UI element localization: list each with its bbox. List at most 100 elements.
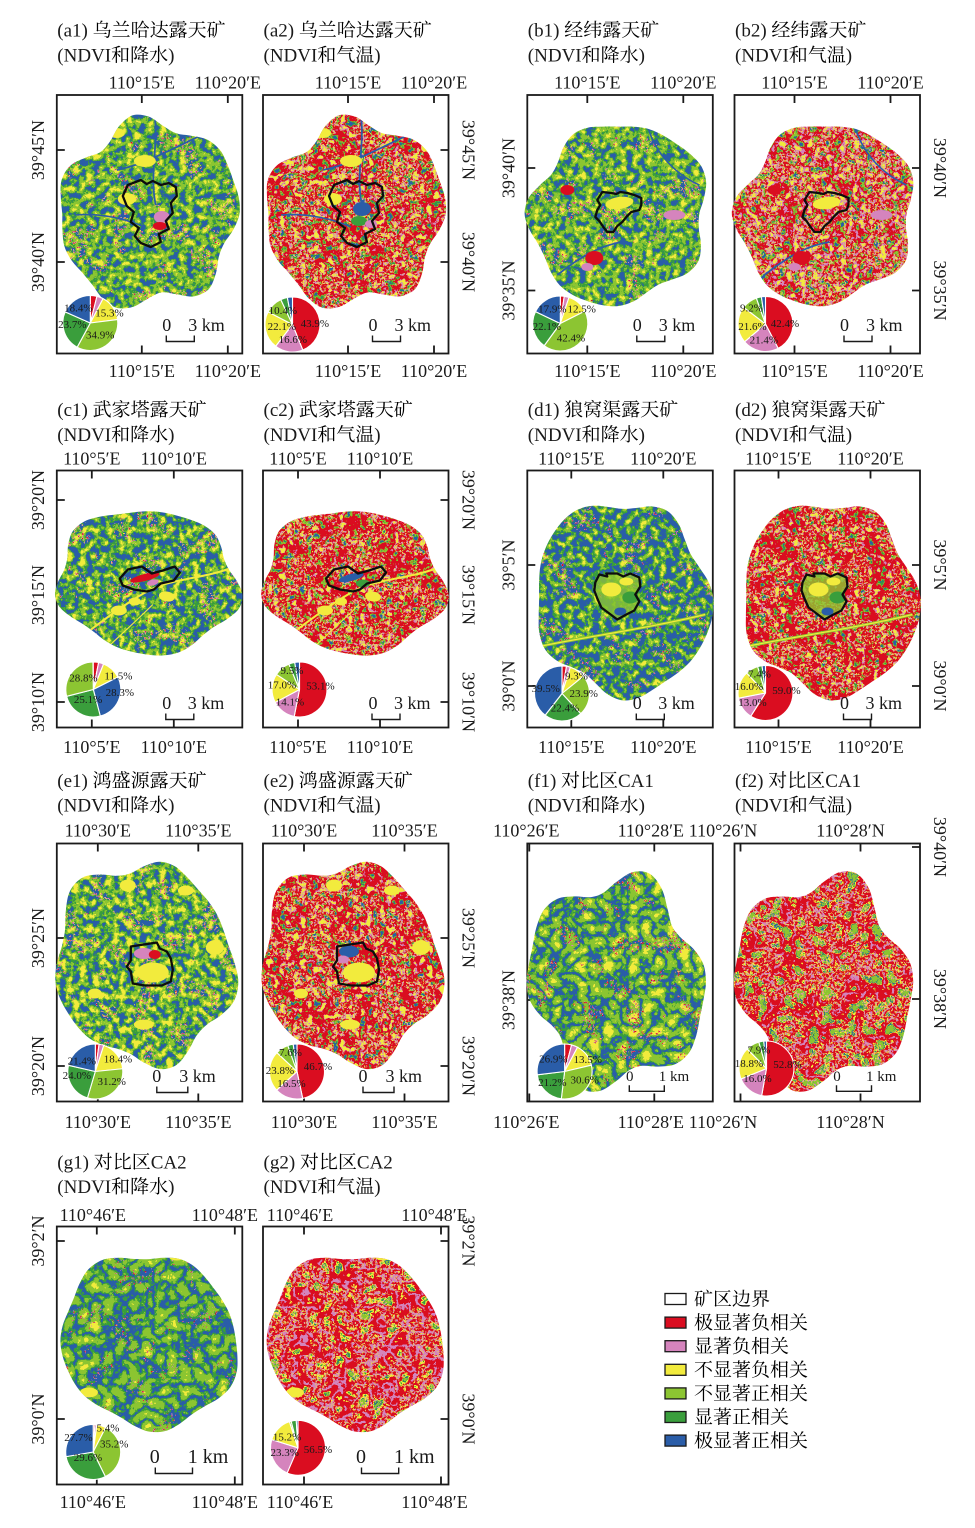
svg-text:110°30′E: 110°30′E (65, 1112, 131, 1132)
svg-text:110°48′E: 110°48′E (401, 1492, 467, 1512)
svg-text:18.4%: 18.4% (64, 302, 92, 314)
svg-text:3 km: 3 km (394, 693, 431, 713)
svg-text:(c1): (c1) (57, 400, 88, 421)
svg-text:110°5′E: 110°5′E (269, 737, 326, 757)
svg-text:26.9%: 26.9% (539, 1054, 567, 1066)
svg-text:110°20′E: 110°20′E (401, 361, 467, 381)
svg-text:24.0%: 24.0% (63, 1070, 91, 1082)
svg-text:110°20′E: 110°20′E (650, 73, 716, 93)
svg-text:7.4%: 7.4% (748, 669, 771, 681)
svg-text:0: 0 (152, 1066, 161, 1086)
svg-text:18.8%: 18.8% (735, 1058, 763, 1070)
svg-text:(NDVI: (NDVI (57, 425, 111, 446)
svg-text:110°20′E: 110°20′E (630, 737, 696, 757)
svg-text:52.8%: 52.8% (773, 1059, 801, 1071)
svg-text:42.4%: 42.4% (771, 318, 799, 330)
svg-text:16.0%: 16.0% (735, 681, 763, 693)
svg-text:22.1%: 22.1% (268, 321, 296, 333)
svg-text:0: 0 (150, 1446, 160, 1468)
svg-text:110°15′E: 110°15′E (761, 361, 827, 381)
svg-text:7.9%: 7.9% (748, 1045, 771, 1057)
svg-text:39°25′N: 39°25′N (459, 908, 479, 968)
svg-text:110°26′N: 110°26′N (689, 821, 757, 841)
svg-text:39.5%: 39.5% (531, 683, 559, 695)
svg-text:17.0%: 17.0% (268, 680, 296, 692)
svg-text:(NDVI: (NDVI (57, 1177, 111, 1198)
svg-text:39°40′N: 39°40′N (498, 138, 518, 198)
svg-text:110°15′E: 110°15′E (745, 449, 811, 469)
svg-text:110°5′E: 110°5′E (63, 449, 120, 469)
svg-text:(e2): (e2) (264, 771, 295, 792)
svg-text:110°5′E: 110°5′E (269, 449, 326, 469)
svg-text:(NDVI: (NDVI (528, 425, 582, 446)
svg-text:0: 0 (840, 315, 849, 335)
svg-text:(NDVI: (NDVI (528, 796, 582, 817)
svg-text:46.7%: 46.7% (304, 1061, 332, 1073)
svg-text:9.5%: 9.5% (281, 665, 304, 677)
svg-text:110°15′E: 110°15′E (538, 449, 604, 469)
svg-text:39°20′N: 39°20′N (459, 1036, 479, 1096)
svg-text:28.8%: 28.8% (69, 673, 97, 685)
svg-text:(b2): (b2) (735, 21, 767, 42)
svg-text:16.0%: 16.0% (743, 1073, 771, 1085)
svg-text:(NDVI: (NDVI (264, 1177, 318, 1198)
svg-text:(NDVI: (NDVI (264, 46, 318, 67)
svg-text:39°35′N: 39°35′N (498, 260, 518, 320)
svg-text:39°15′N: 39°15′N (28, 565, 48, 625)
svg-text:110°48′E: 110°48′E (192, 1205, 258, 1225)
svg-text:110°46′E: 110°46′E (60, 1205, 126, 1225)
svg-text:39°40′N: 39°40′N (28, 232, 48, 292)
svg-text:21.4%: 21.4% (750, 335, 778, 347)
svg-text:(c2): (c2) (264, 400, 295, 421)
svg-text:1 km: 1 km (394, 1446, 435, 1468)
svg-text:110°15′E: 110°15′E (745, 737, 811, 757)
svg-text:34.9%: 34.9% (86, 330, 114, 342)
svg-text:110°30′E: 110°30′E (271, 821, 337, 841)
svg-text:17.9%: 17.9% (538, 304, 566, 316)
svg-text:53.1%: 53.1% (306, 681, 334, 693)
svg-text:16.5%: 16.5% (277, 1078, 305, 1090)
svg-text:18.4%: 18.4% (104, 1054, 132, 1066)
svg-text:15.3%: 15.3% (95, 307, 123, 319)
svg-text:0: 0 (162, 693, 171, 713)
svg-text:42.4%: 42.4% (557, 332, 585, 344)
svg-text:110°10′E: 110°10′E (347, 737, 413, 757)
svg-text:110°28′E: 110°28′E (618, 821, 684, 841)
svg-text:21.2%: 21.2% (538, 1077, 566, 1089)
svg-text:(f2): (f2) (735, 771, 763, 792)
svg-text:110°26′E: 110°26′E (493, 821, 559, 841)
svg-text:110°26′E: 110°26′E (493, 1112, 559, 1132)
svg-text:3 km: 3 km (395, 315, 432, 335)
svg-text:5.4%: 5.4% (96, 1423, 119, 1435)
svg-text:0: 0 (356, 1446, 366, 1468)
svg-text:110°20′E: 110°20′E (650, 361, 716, 381)
svg-text:25.1%: 25.1% (74, 694, 102, 706)
svg-text:110°46′E: 110°46′E (60, 1492, 126, 1512)
svg-text:35.2%: 35.2% (100, 1438, 128, 1450)
svg-text:110°46′E: 110°46′E (267, 1205, 333, 1225)
svg-text:3 km: 3 km (188, 315, 225, 335)
svg-text:12.5%: 12.5% (567, 304, 595, 316)
svg-text:0: 0 (833, 1069, 841, 1085)
svg-text:(NDVI: (NDVI (735, 46, 789, 67)
svg-text:110°35′E: 110°35′E (371, 1112, 437, 1132)
svg-text:110°20′E: 110°20′E (401, 73, 467, 93)
svg-text:39°15′N: 39°15′N (459, 565, 479, 625)
svg-text:39°5′N: 39°5′N (498, 539, 518, 590)
svg-text:3 km: 3 km (179, 1066, 216, 1086)
svg-text:CA2: CA2 (151, 1153, 187, 1174)
svg-text:39°20′N: 39°20′N (28, 470, 48, 530)
svg-text:110°35′E: 110°35′E (165, 1112, 231, 1132)
svg-text:): ) (374, 796, 380, 817)
svg-text:110°10′E: 110°10′E (141, 449, 207, 469)
svg-text:0: 0 (162, 315, 171, 335)
svg-text:3 km: 3 km (866, 693, 903, 713)
svg-text:(NDVI: (NDVI (57, 796, 111, 817)
svg-text:9.2%: 9.2% (740, 303, 763, 315)
svg-text:1 km: 1 km (188, 1446, 229, 1468)
svg-text:39°40′N: 39°40′N (459, 232, 479, 292)
svg-text:110°30′E: 110°30′E (65, 821, 131, 841)
svg-text:39°38′N: 39°38′N (930, 969, 950, 1029)
svg-text:39°20′N: 39°20′N (459, 470, 479, 530)
svg-text:1 km: 1 km (659, 1069, 690, 1085)
